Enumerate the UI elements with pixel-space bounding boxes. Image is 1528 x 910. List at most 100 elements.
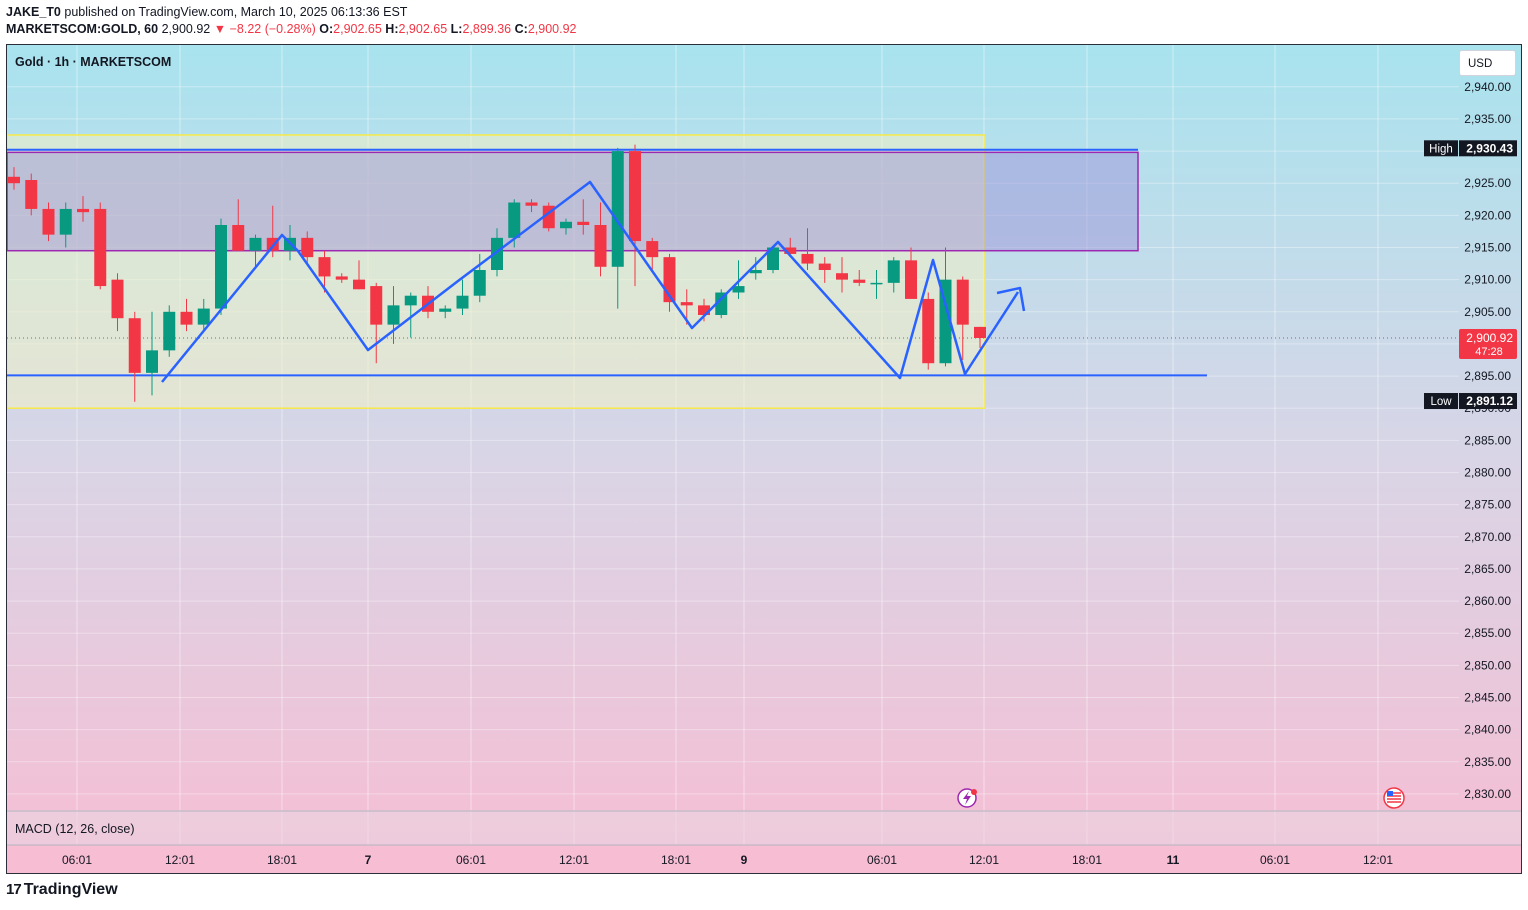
ref-tag-label: High xyxy=(1429,143,1453,155)
price-tick-label: 2,895.00 xyxy=(1464,369,1511,383)
currency-button[interactable]: USD xyxy=(1459,50,1516,76)
chart-frame[interactable]: 06:01 12:01 18:01 7 06:01 12:01 18:01 9 06:01 12:… xyxy=(6,44,1522,874)
candle-body xyxy=(77,208,89,213)
symbol-label: MARKETSCOM:GOLD, 60 xyxy=(6,22,159,36)
candle xyxy=(905,247,917,299)
candle-body xyxy=(146,350,158,373)
candle xyxy=(749,257,762,280)
macd-label[interactable]: MACD (12, 26, close) xyxy=(15,822,135,836)
time-tick-label: 9 xyxy=(741,853,748,867)
time-tick-label: 06:01 xyxy=(867,853,897,867)
candle xyxy=(387,286,400,344)
candle xyxy=(404,292,417,338)
projection-arrowhead xyxy=(996,286,1026,312)
time-tick-label: 12:01 xyxy=(969,853,999,867)
candle-body xyxy=(249,237,262,251)
time-tick-label: 12:01 xyxy=(165,853,195,867)
price-tick-label: 2,940.00 xyxy=(1464,80,1511,94)
price-tick-label: 2,925.00 xyxy=(1464,176,1511,190)
candle xyxy=(853,270,866,287)
candle-body xyxy=(784,247,797,254)
price-tick-label: 2,830.00 xyxy=(1464,787,1511,801)
price-tick-label: 2,915.00 xyxy=(1464,241,1511,255)
candle xyxy=(42,202,55,242)
candle-body xyxy=(525,202,538,206)
candle-body xyxy=(404,295,417,306)
us-flag-event-icon xyxy=(1383,787,1405,809)
candle-body xyxy=(473,270,486,296)
candle-body xyxy=(197,308,210,325)
candle xyxy=(370,282,383,364)
candle xyxy=(146,311,158,396)
price-chart[interactable]: 06:01 12:01 18:01 7 06:01 12:01 18:01 9 06:01 12:… xyxy=(7,45,1521,873)
candle xyxy=(318,250,331,293)
candle-body xyxy=(163,311,176,351)
candle-body xyxy=(853,279,866,283)
candle xyxy=(732,260,745,299)
candle-body xyxy=(59,208,72,235)
ref-value-label: 2,891.12 xyxy=(1466,394,1513,408)
price-tick-label: 2,860.00 xyxy=(1464,594,1511,608)
current-price-bg xyxy=(1459,329,1517,360)
time-tick-label: 7 xyxy=(365,853,372,867)
notification-dot xyxy=(971,789,977,795)
price-tick-label: 2,865.00 xyxy=(1464,562,1511,576)
candle xyxy=(715,289,728,319)
candle-body xyxy=(456,295,469,309)
down-arrow-icon: ▼ xyxy=(213,22,227,36)
resistance-zone xyxy=(7,151,1139,252)
chart-title: Gold · 1h · MARKETSCOM xyxy=(15,55,172,69)
low-label: L: xyxy=(450,22,463,36)
high-label: H: xyxy=(385,22,399,36)
tradingview-logo: 17 TradingView xyxy=(6,881,118,899)
candle-body xyxy=(370,286,383,325)
candle-body xyxy=(25,180,38,209)
candle-body xyxy=(318,257,331,277)
candle xyxy=(25,173,38,216)
candle-body xyxy=(732,286,745,293)
candle xyxy=(301,231,314,264)
candle xyxy=(335,273,348,283)
candle xyxy=(836,257,848,293)
candle-body xyxy=(646,241,659,258)
candle xyxy=(922,292,935,370)
candle-body xyxy=(818,263,831,270)
candle-body xyxy=(301,237,314,258)
candle-body xyxy=(128,318,141,373)
candle-body xyxy=(111,279,124,319)
publish-info: JAKE_T0 published on TradingView.com, Ma… xyxy=(6,5,407,19)
close-value: 2,900.92 xyxy=(527,22,577,36)
candle xyxy=(77,196,89,222)
candle-body xyxy=(870,282,883,285)
candle xyxy=(249,234,262,267)
candle xyxy=(870,270,883,299)
candle-body xyxy=(715,292,728,315)
candle-body xyxy=(439,308,452,312)
candle-body xyxy=(922,298,935,364)
countdown-timer: 47:28 xyxy=(1475,346,1503,358)
candle xyxy=(956,276,969,360)
lightning-event-icon xyxy=(957,788,977,808)
price-tick-label: 2,880.00 xyxy=(1464,466,1511,480)
ref-value-label: 2,930.43 xyxy=(1466,141,1513,155)
price-tick-label: 2,885.00 xyxy=(1464,433,1511,447)
candle-body xyxy=(836,273,848,280)
candle xyxy=(232,199,245,251)
time-tick-label: 12:01 xyxy=(1363,853,1393,867)
candle-body xyxy=(974,326,986,339)
candle-body xyxy=(215,225,227,309)
price-tick-label: 2,835.00 xyxy=(1464,755,1511,769)
candle xyxy=(560,218,572,235)
candle xyxy=(180,298,193,332)
last-price: 2,900.92 xyxy=(161,22,211,36)
candle xyxy=(525,199,538,213)
time-tick-label: 06:01 xyxy=(1260,853,1290,867)
price-tick-label: 2,850.00 xyxy=(1464,658,1511,672)
low-value: 2,899.36 xyxy=(462,22,512,36)
price-tick-label: 2,920.00 xyxy=(1464,208,1511,222)
candle-body xyxy=(180,311,193,325)
ref-tag-label: Low xyxy=(1430,396,1452,408)
candle-body xyxy=(508,202,521,238)
candle-body xyxy=(749,270,762,274)
